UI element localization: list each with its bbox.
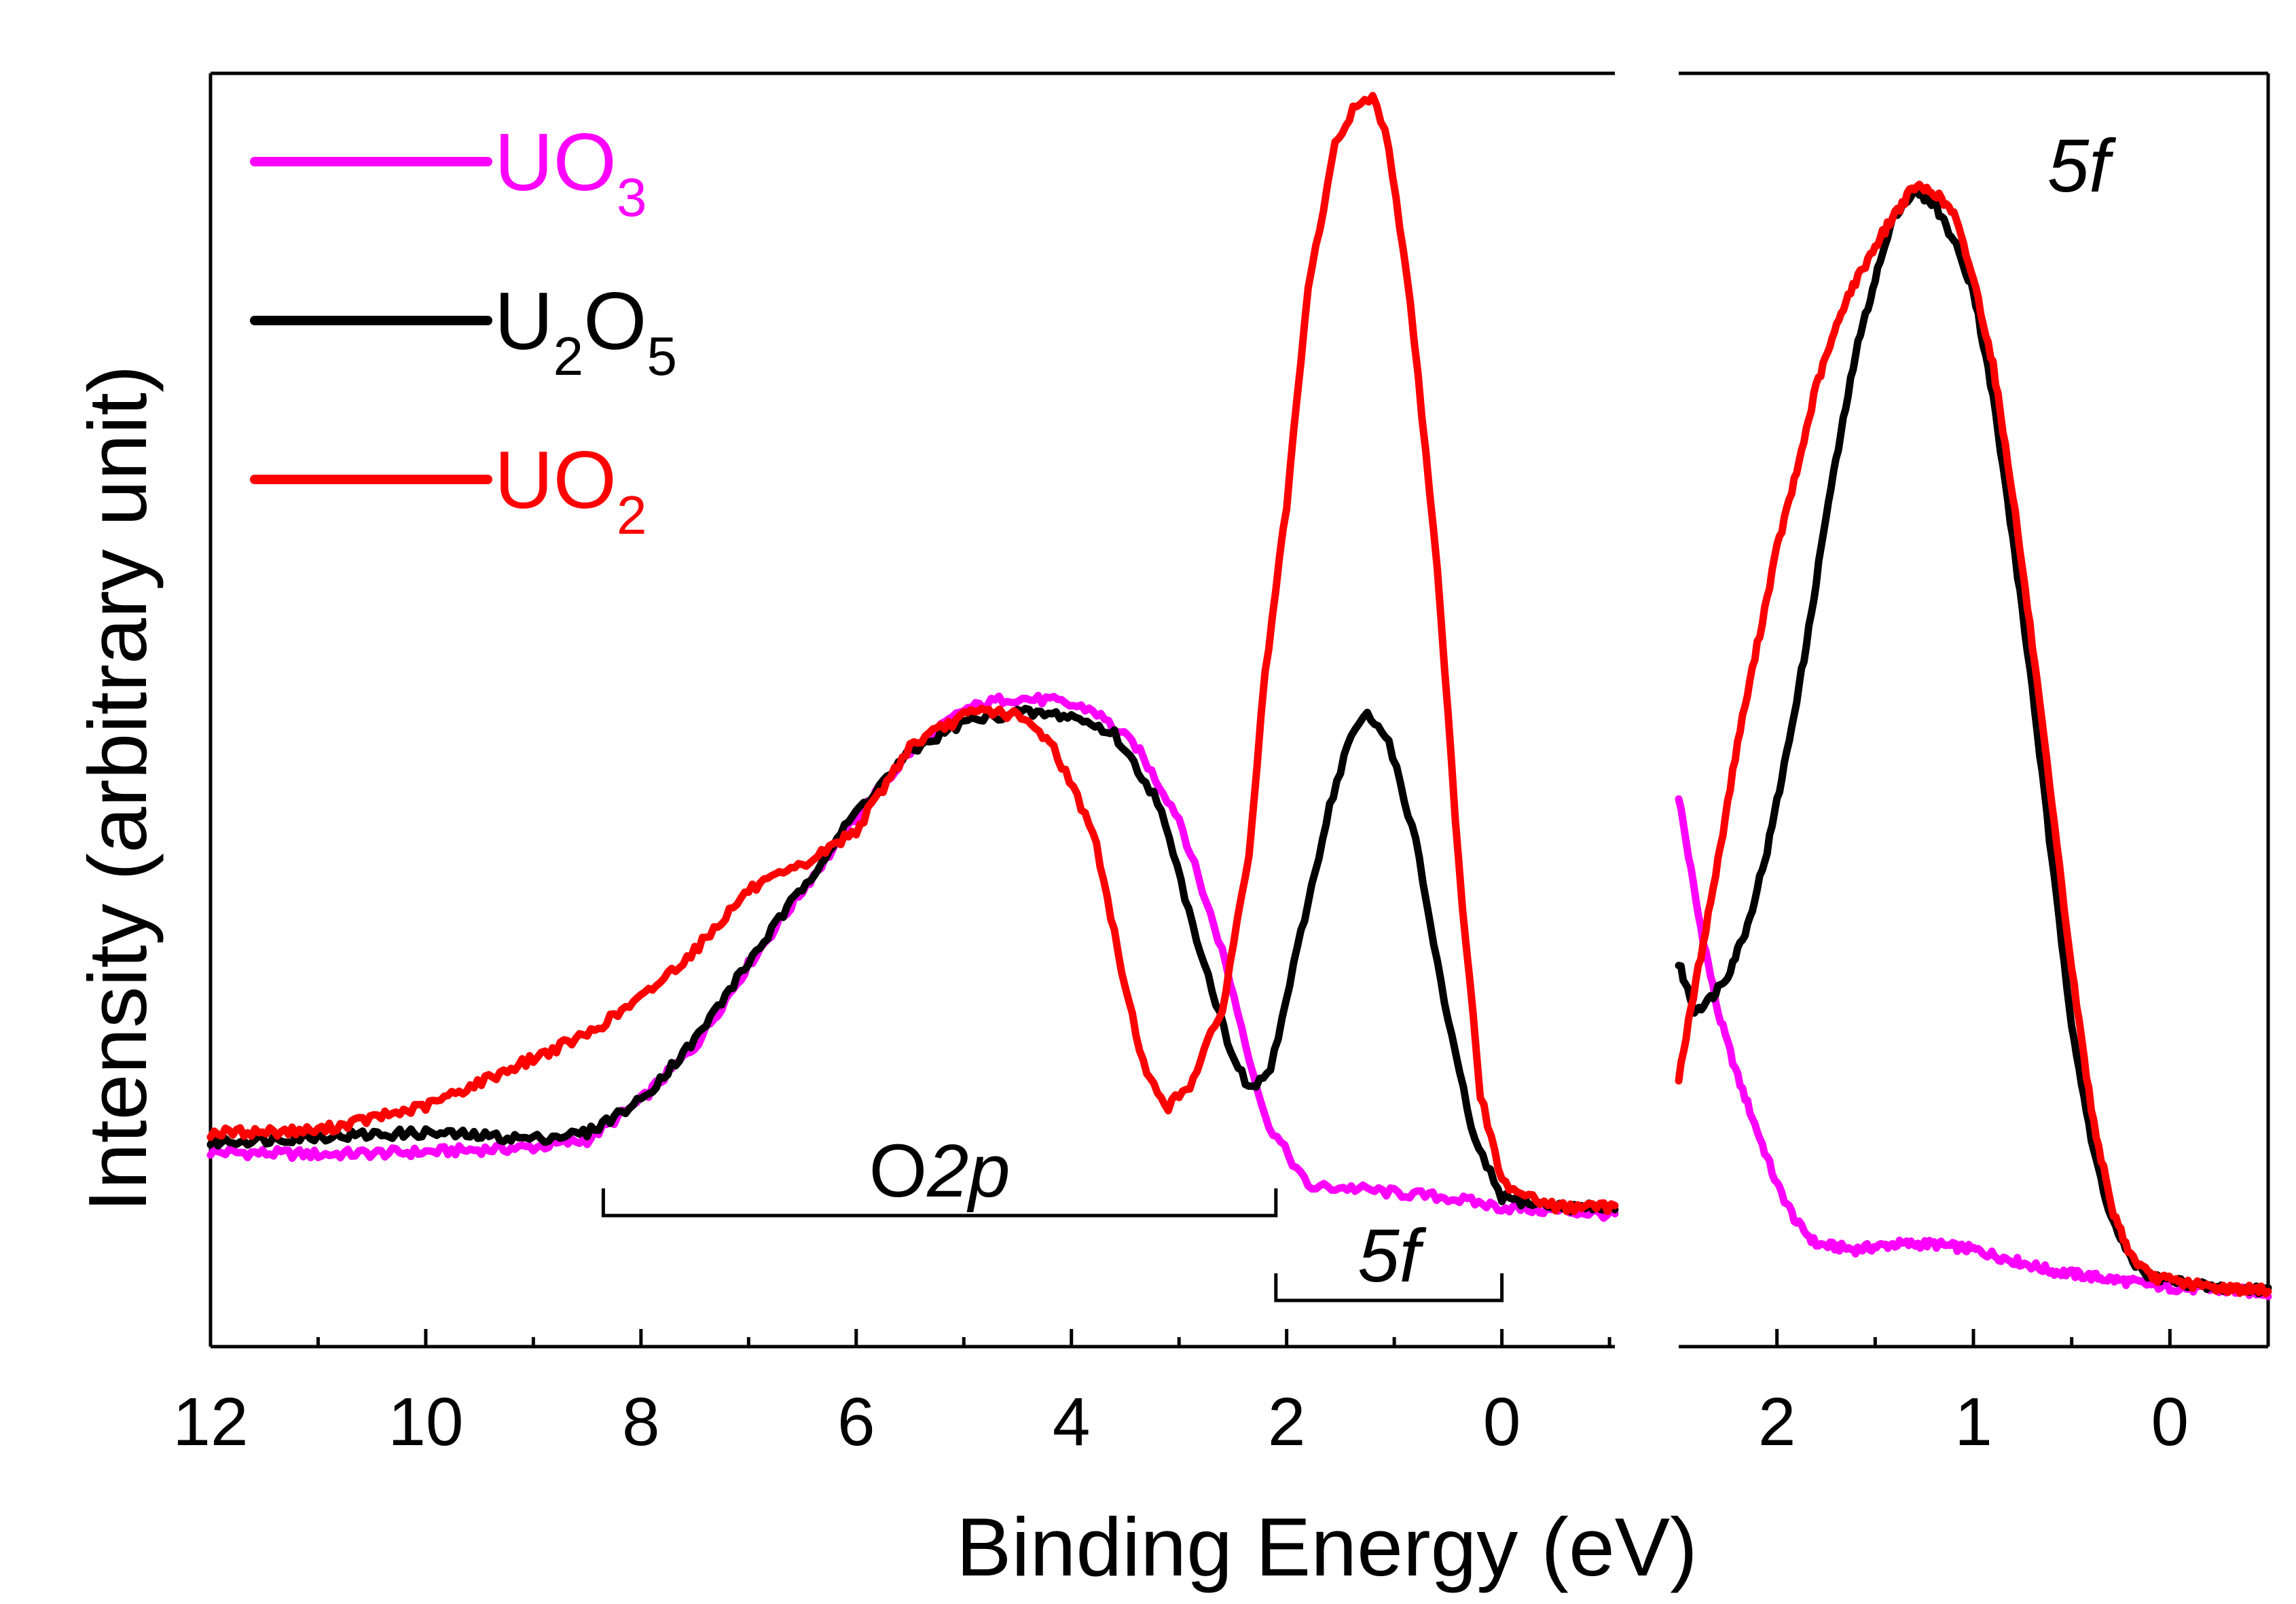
- main-x-tick-label: 4: [1053, 1384, 1091, 1460]
- annotation-bracket: [1274, 1273, 1504, 1302]
- inset-x-tick-label: 1: [1954, 1384, 1992, 1460]
- main-x-tick-label: 10: [388, 1384, 463, 1460]
- inset-x-tick-label: 2: [1758, 1384, 1796, 1460]
- main-series-lines: [206, 92, 1619, 1222]
- inset-series-U2O5: [1675, 185, 2272, 1298]
- main-x-tick-label: 6: [837, 1384, 875, 1460]
- legend-label: U2O5: [494, 276, 677, 386]
- inset-series-UO3: [1675, 795, 2272, 1300]
- x-axis-title: Binding Energy (eV): [956, 1501, 1698, 1593]
- inset-panel: 2 1 0 5f: [1675, 71, 2272, 1460]
- annotation-label: O2p: [869, 1129, 1010, 1213]
- inset-series-lines: [1675, 181, 2272, 1300]
- inset-title: 5f: [2047, 124, 2117, 208]
- main-x-tick-label: 2: [1268, 1384, 1306, 1460]
- main-x-ticks: [208, 1329, 1611, 1347]
- annotation-label: 5f: [1357, 1214, 1427, 1298]
- inset-x-tick-label: 0: [2151, 1384, 2189, 1460]
- legend-label: UO3: [494, 117, 647, 227]
- annotation-bracket: [601, 1188, 1278, 1218]
- legend-label: UO2: [494, 435, 647, 545]
- y-axis-title: Intensity (arbitrary unit): [71, 365, 164, 1212]
- main-x-tick-label: 12: [172, 1384, 248, 1460]
- main-x-tick-label: 8: [622, 1384, 660, 1460]
- main-series-UO2: [206, 92, 1619, 1216]
- legend: UO3 U2O5 UO2: [250, 117, 677, 545]
- inset-x-ticks: [1775, 1329, 2172, 1347]
- main-x-tick-labels: 12 10 8 6 4 2 0: [172, 1384, 1520, 1460]
- inset-series-UO2: [1675, 181, 2272, 1298]
- main-x-tick-label: 0: [1483, 1384, 1521, 1460]
- main-annotations: O2p 5f: [601, 1129, 1504, 1302]
- inset-x-tick-labels: 2 1 0: [1758, 1384, 2189, 1460]
- main-panel: 12 10 8 6 4 2 0 O2p 5f: [172, 71, 1619, 1460]
